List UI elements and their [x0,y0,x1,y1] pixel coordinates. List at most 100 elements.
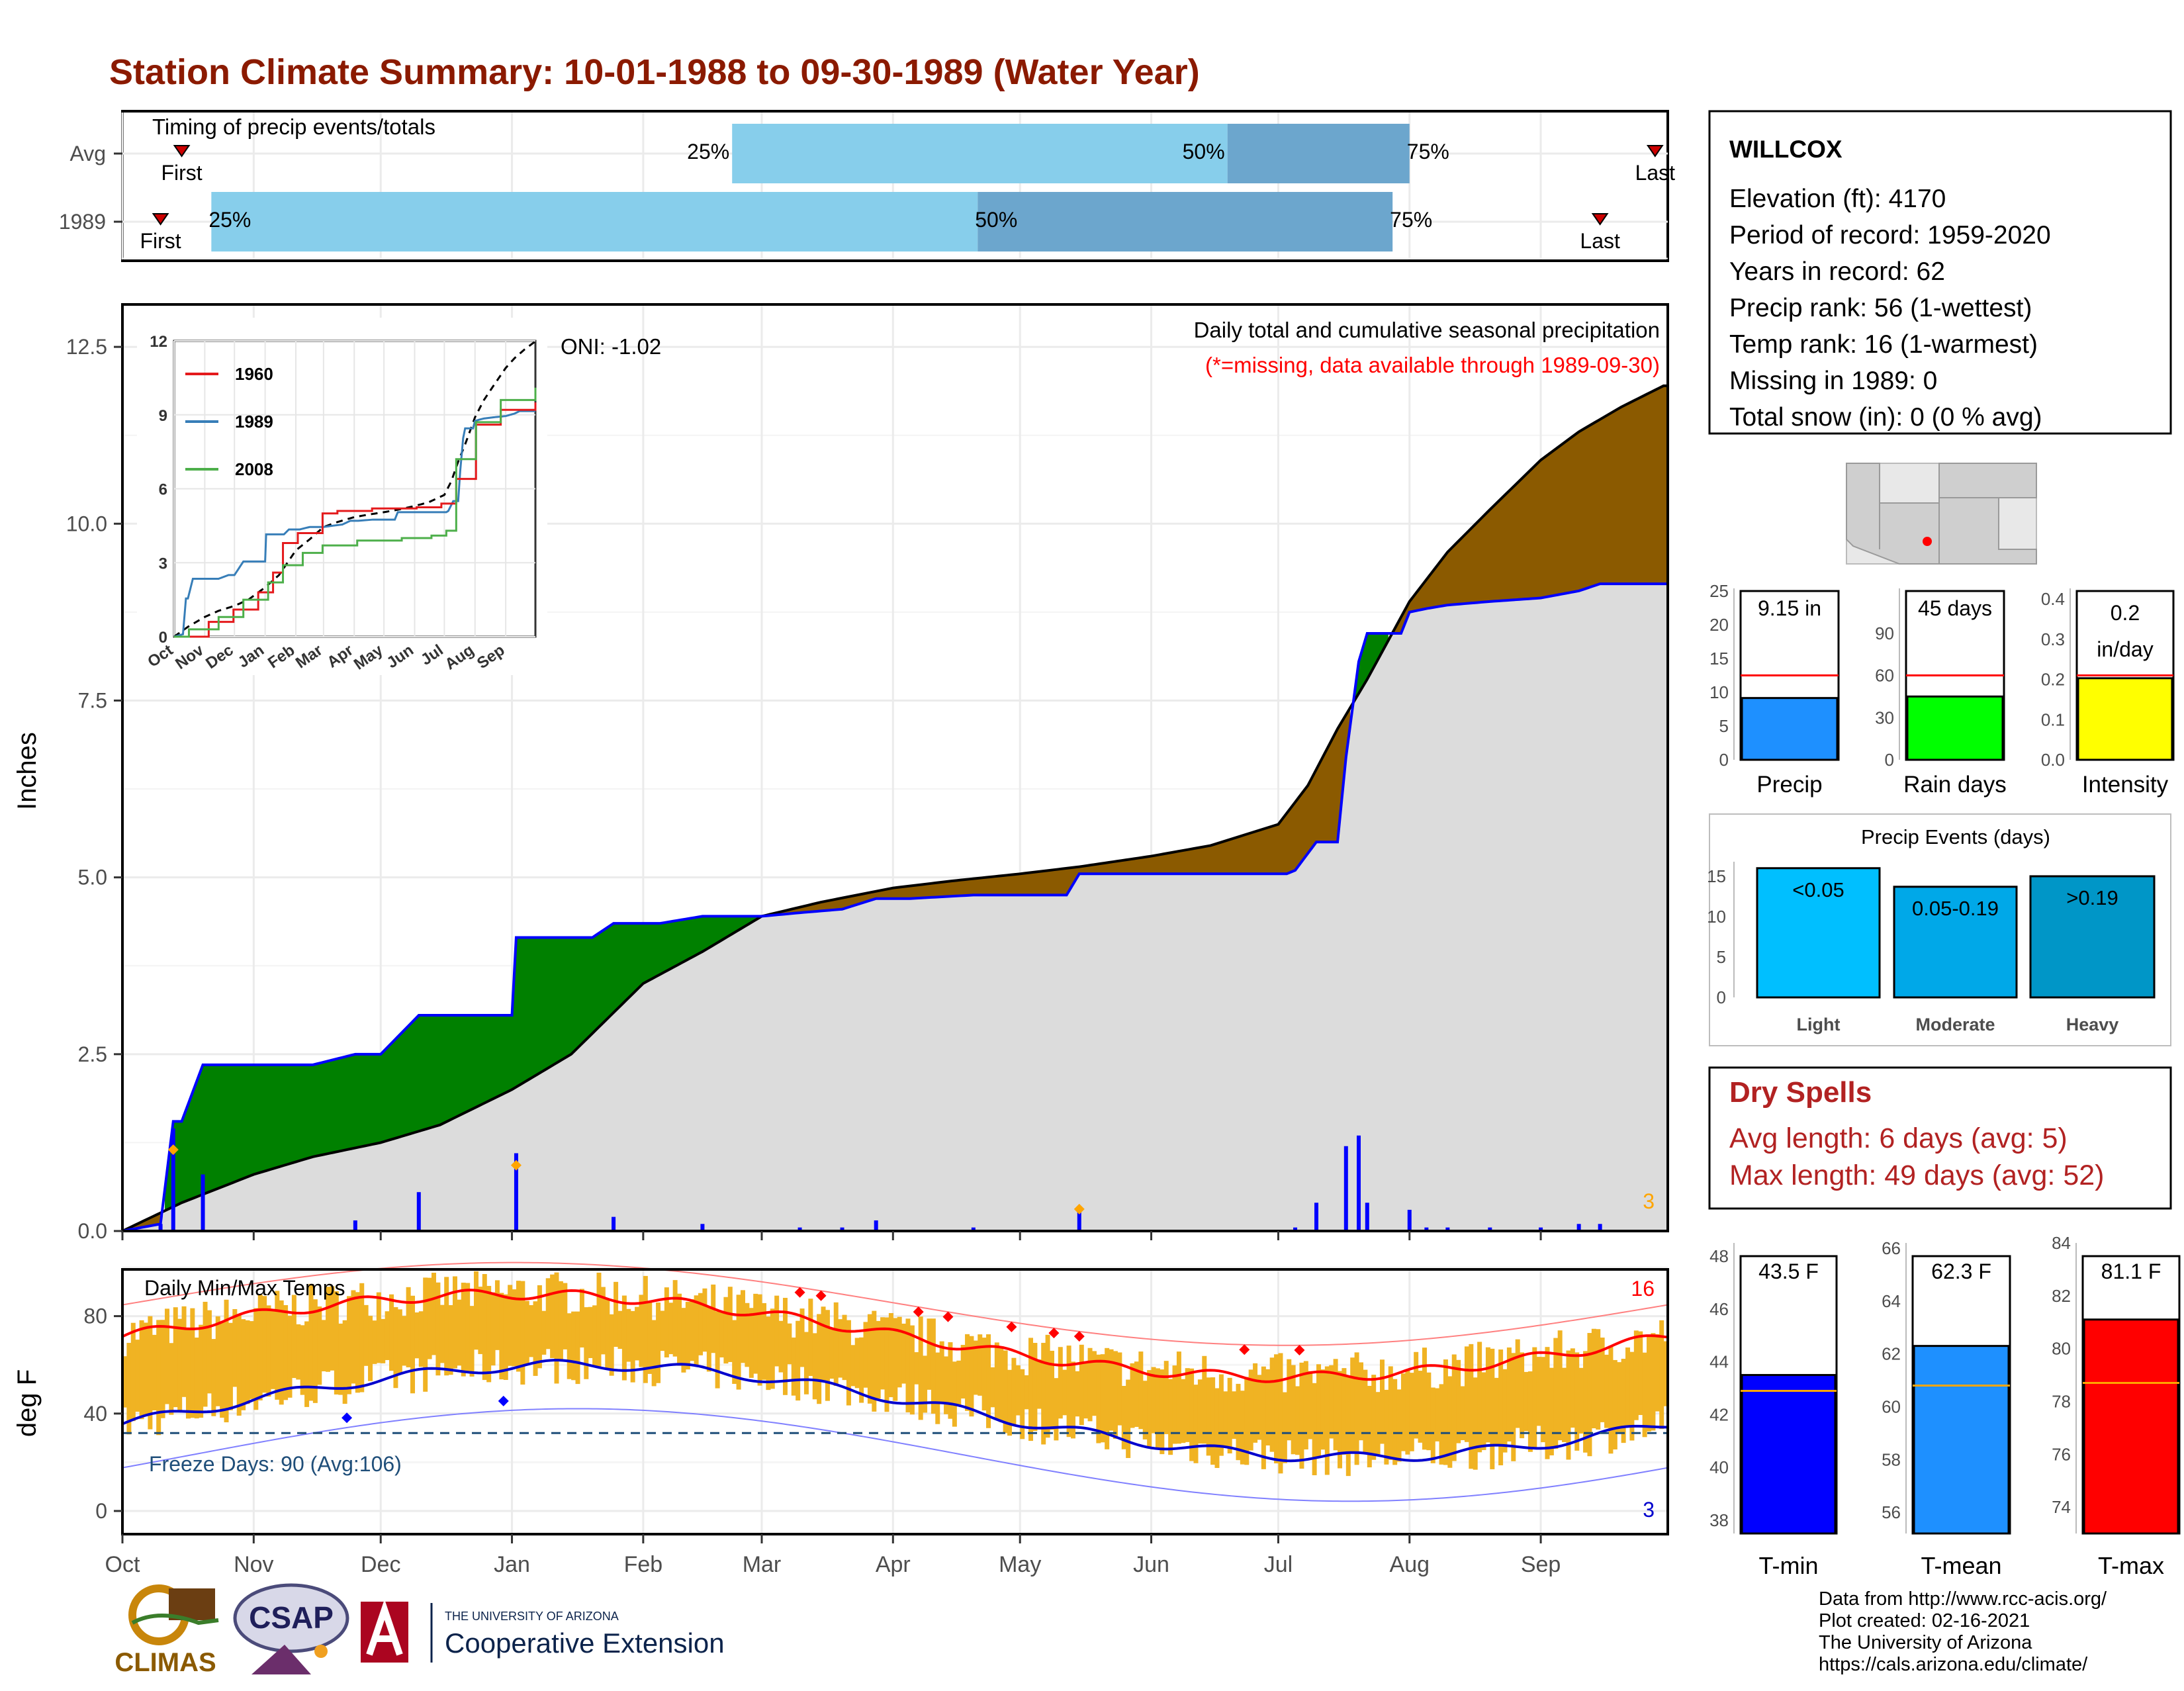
timing-label-50-1989: 50% [975,208,1017,232]
temp-daily-range-bar [1070,1361,1075,1439]
events-bar-label-2: >0.19 [2066,886,2118,909]
temp-daily-range-bar [774,1295,780,1367]
temp-daily-range-bar [1020,1369,1025,1440]
temp-daily-range-bar [872,1310,877,1412]
temp-daily-range-bar [893,1318,898,1401]
temp-daily-range-bar [516,1281,521,1372]
events-ytick-2: 10 [1707,907,1726,927]
temp-daily-range-bar [457,1299,462,1366]
temp-daily-range-bar [876,1320,881,1399]
temp-record-high-marker [942,1311,954,1322]
temp-bar-ytick-0-3: 44 [1709,1352,1729,1372]
precip-ytick-label-2: 5.0 [78,866,107,890]
temp-daily-range-bar [741,1290,745,1363]
temp-daily-range-bar [1604,1354,1610,1428]
temp-bar-value-2: 81.1 F [2101,1259,2161,1283]
temp-daily-range-bar [473,1271,478,1350]
temp-bar-label-0: T-min [1759,1552,1819,1579]
precip-daily-bar [201,1174,205,1231]
temp-daily-range-bar [1142,1381,1148,1440]
summary-bar-value-unit-2: in/day [2097,637,2153,661]
temp-daily-range-bar [330,1286,335,1371]
temp-daily-range-bar [1214,1388,1220,1469]
temp-daily-range-bar [1422,1348,1427,1450]
timing-bar-50-75-1989 [978,192,1393,251]
temp-daily-range-bar [1345,1376,1351,1477]
temp-daily-range-bar [647,1301,653,1374]
precip-daily-bar [612,1216,616,1231]
temp-daily-range-bar [1295,1386,1300,1455]
temp-daily-range-bar [944,1356,949,1414]
temp-daily-range-bar [1227,1377,1232,1454]
temp-daily-range-bar [596,1272,602,1368]
station-details: Elevation (ft): 4170 Period of record: 19… [1729,185,2051,432]
temp-daily-range-bar [1096,1354,1101,1443]
events-bar-moderate [1893,886,2018,999]
temp-daily-range-bar [1007,1369,1013,1436]
temp-daily-range-bar [1117,1352,1122,1426]
temp-daily-range-bar [931,1318,936,1414]
temp-daily-range-bar [1574,1352,1580,1451]
temp-record-high-marker [1239,1344,1250,1355]
temp-daily-range-bar [1388,1366,1393,1460]
temp-daily-range-bar [711,1284,716,1353]
temp-daily-range-bar [799,1308,805,1367]
temp-bar-ytick-2-5: 84 [2052,1233,2071,1253]
temp-daily-range-bar [1481,1372,1486,1450]
temp-daily-range-bar [253,1308,259,1410]
temp-daily-range-bar [753,1293,758,1374]
temp-daily-range-bar [1608,1346,1614,1454]
month-label-Sep: Sep [1521,1552,1561,1577]
summary-bar-ytick-2-4: 0.4 [2041,589,2065,609]
temp-bar-ytick-1-0: 56 [1882,1502,1901,1522]
precip-daily-bar [416,1192,421,1231]
temp-daily-range-bar [888,1312,893,1398]
temp-daily-range-bar [1253,1363,1258,1443]
temp-daily-range-bar [1400,1373,1406,1451]
precip-ytick-label-5: 12.5 [66,335,107,359]
temp-daily-range-bar [486,1285,492,1383]
temp-daily-range-bar [1303,1361,1308,1450]
timing-last-marker-1989 [1591,213,1609,226]
temp-daily-range-bar [939,1341,944,1404]
temp-daily-range-bar [1308,1371,1313,1440]
temp-daily-range-bar [1396,1389,1402,1462]
temp-record-min-line [122,1408,1668,1502]
timing-panel-label: Timing of precip events/totals [152,114,435,139]
temp-daily-range-bar [1197,1379,1203,1444]
temp-daily-range-bar [169,1343,174,1415]
station-detail-4: Temp rank: 16 (1-warmest) [1729,330,2038,359]
temp-daily-range-bar [1439,1384,1444,1465]
temp-bar-t-min [1741,1374,1837,1535]
precip-ytick-label-4: 10.0 [66,512,107,535]
temp-daily-range-bar [1375,1392,1381,1455]
temp-daily-range-bar [334,1291,339,1394]
temp-daily-range-bar [152,1334,157,1410]
station-detail-2: Years in record: 62 [1729,257,1945,286]
temp-daily-range-bar [905,1318,911,1412]
temp-daily-range-bar [1451,1354,1457,1461]
temp-bar-ytick-0-4: 46 [1709,1299,1729,1319]
precip-daily-bar [1576,1224,1581,1231]
temp-daily-range-bar [1036,1359,1042,1409]
summary-bar-ytick-2-3: 0.3 [2041,629,2065,649]
ua-logo-big-text: Cooperative Extension [445,1627,725,1659]
temp-daily-range-bar [1333,1359,1338,1451]
inset-ytick-label-4: 12 [150,333,167,351]
temp-daily-range-bar [1338,1371,1343,1469]
events-category-2: Heavy [2066,1015,2119,1034]
precip-daily-bar [1488,1227,1492,1231]
dry-spells-avg: Avg length: 6 days (avg: 5) [1729,1122,2068,1154]
precip-daily-bar [971,1227,976,1231]
temp-daily-range-bar [236,1314,242,1416]
temp-daily-range-bar [126,1342,132,1435]
temp-daily-range-bar [787,1323,792,1365]
temp-daily-range-bar [1494,1377,1499,1445]
temp-daily-range-bar [541,1310,547,1355]
events-ytick-3: 15 [1707,866,1726,886]
temp-daily-range-bar [656,1303,661,1383]
temp-daily-range-bar [664,1287,669,1357]
dry-spells-frame [1708,1066,2172,1210]
temp-daily-range-bar [418,1311,424,1367]
